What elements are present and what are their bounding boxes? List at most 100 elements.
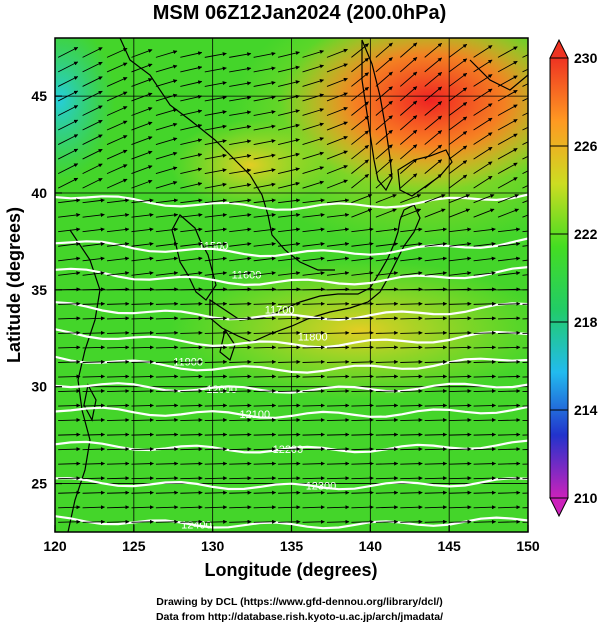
wind-arrow <box>302 432 325 437</box>
wind-arrow <box>253 95 276 102</box>
wind-arrow <box>400 476 423 481</box>
wind-arrow <box>498 519 521 524</box>
wind-arrow <box>399 42 418 58</box>
wind-arrow <box>57 177 79 189</box>
wind-arrow <box>424 476 448 481</box>
wind-arrow <box>131 417 154 423</box>
wind-arrow <box>82 330 106 335</box>
wind-arrow <box>155 476 179 481</box>
wind-arrow <box>180 476 203 481</box>
wind-arrow <box>424 72 443 87</box>
wind-arrow <box>180 519 203 524</box>
wind-arrow <box>522 347 528 349</box>
wind-arrow <box>58 505 81 510</box>
wind-arrow <box>58 316 81 321</box>
wind-arrow <box>522 507 528 509</box>
wind-arrow <box>302 227 325 233</box>
wind-arrow <box>204 227 228 233</box>
wind-arrow <box>229 316 252 321</box>
wind-arrow <box>400 359 423 364</box>
wind-arrow <box>326 227 350 233</box>
x-tick-label: 120 <box>43 538 67 554</box>
wind-arrow <box>302 271 325 276</box>
wind-arrow <box>106 47 128 58</box>
wind-arrow <box>448 72 468 87</box>
wind-arrow <box>522 274 528 276</box>
wind-arrow <box>400 417 423 423</box>
wind-arrow <box>229 519 252 524</box>
wind-arrow <box>351 130 369 145</box>
wind-arrow <box>82 163 103 175</box>
contour-label: 11700 <box>265 304 295 316</box>
wind-arrow <box>204 81 227 87</box>
wind-arrow <box>107 403 130 408</box>
wind-arrow <box>351 159 369 174</box>
wind-arrow <box>424 227 448 233</box>
wind-arrow <box>155 447 179 452</box>
wind-arrow <box>180 287 203 292</box>
wind-arrow <box>131 301 154 306</box>
wind-arrow <box>229 505 252 510</box>
wind-arrow <box>473 447 497 452</box>
colorbar-ticks: 230 226 222 218 214 210 <box>550 50 598 506</box>
wind-arrow <box>522 434 528 436</box>
wind-arrow <box>449 359 472 364</box>
wind-arrow <box>131 165 153 175</box>
wind-arrow <box>351 173 369 189</box>
y-tick-label: 25 <box>31 476 47 492</box>
wind-arrow <box>155 519 179 524</box>
wind-arrow <box>229 476 252 481</box>
wind-arrow <box>449 316 472 321</box>
wind-arrow <box>131 519 154 524</box>
wind-arrow <box>204 168 227 175</box>
contour-label: 11900 <box>173 357 203 369</box>
wind-arrow <box>253 139 276 145</box>
wind-arrow <box>82 287 106 292</box>
wind-arrow <box>351 242 374 247</box>
wind-arrow <box>204 359 228 364</box>
wind-arrow <box>351 461 374 466</box>
contour-label: 12100 <box>239 409 270 421</box>
wind-arrow <box>351 86 369 102</box>
wind-arrow <box>424 144 443 160</box>
wind-arrow <box>399 86 418 102</box>
wind-arrow <box>522 463 528 465</box>
wind-arrow <box>278 198 301 204</box>
wind-arrow <box>204 316 228 321</box>
wind-arrow <box>449 403 472 408</box>
wind-arrow <box>58 213 81 218</box>
wind-arrow <box>58 476 81 481</box>
wind-arrow <box>448 116 468 131</box>
wind-arrow <box>424 417 448 423</box>
wind-arrow <box>229 417 252 423</box>
wind-arrow <box>498 359 521 364</box>
wind-arrow <box>107 301 130 306</box>
wind-arrow <box>278 287 301 292</box>
wind-arrow <box>302 345 325 350</box>
colorbar-tick-label: 222 <box>574 226 598 242</box>
wind-arrow <box>180 227 203 233</box>
wind-arrow <box>302 180 324 189</box>
wind-arrow <box>253 359 277 364</box>
wind-arrow <box>204 110 227 116</box>
wind-arrow <box>82 388 106 394</box>
x-tick-label: 125 <box>122 538 146 554</box>
wind-arrow <box>375 403 399 408</box>
wind-arrow <box>473 301 497 306</box>
wind-arrow <box>522 492 528 494</box>
wind-arrow <box>180 403 203 408</box>
wind-arrow <box>473 256 496 262</box>
wind-arrow <box>522 170 528 175</box>
wind-arrow <box>155 490 179 495</box>
wind-arrow <box>497 148 518 160</box>
wind-arrow <box>106 106 128 116</box>
wind-arrow <box>131 359 154 364</box>
wind-arrow <box>180 242 203 247</box>
wind-arrow <box>302 137 324 145</box>
wind-arrow <box>82 47 103 58</box>
wind-arrow <box>253 447 277 452</box>
wind-arrow <box>131 374 154 379</box>
wind-arrow <box>498 316 521 321</box>
wind-arrow <box>82 76 103 87</box>
wind-arrow <box>448 131 468 145</box>
